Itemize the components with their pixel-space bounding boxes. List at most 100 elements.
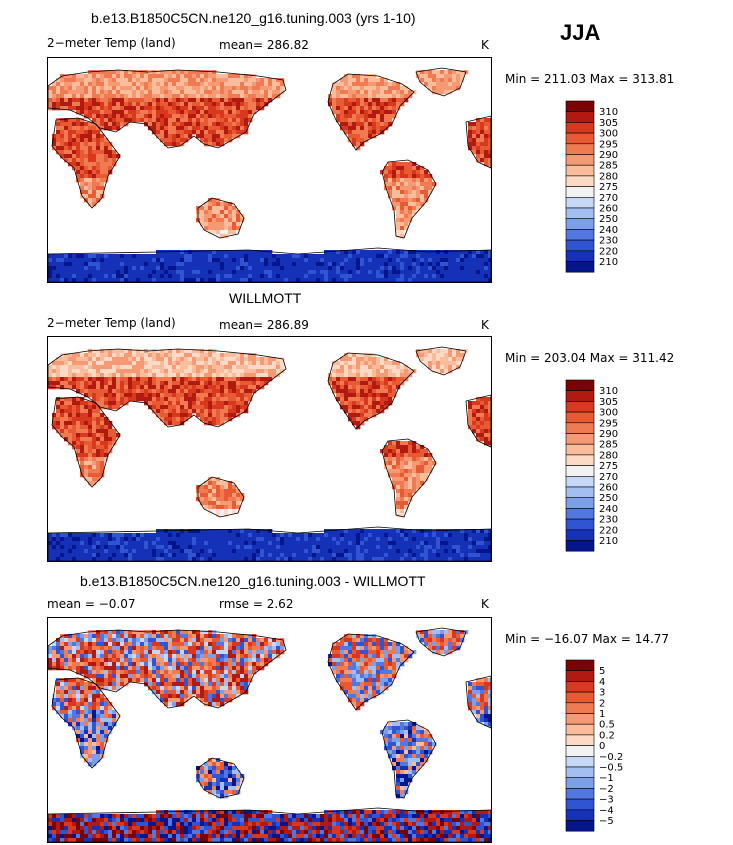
colorbar-swatch <box>565 239 595 252</box>
colorbar-tick-label: 305 <box>599 397 618 408</box>
coastlines <box>48 627 491 842</box>
colorbar-tick-label: 260 <box>599 483 618 494</box>
colorbar-tick-label: −3 <box>599 795 614 806</box>
colorbar-tick-label: 295 <box>599 418 618 429</box>
colorbar-swatch <box>565 197 595 209</box>
colorbar-swatch <box>565 508 595 520</box>
colorbar-swatch <box>565 766 595 778</box>
panel3-title: b.e13.B1850C5CN.ne120_g16.tuning.003 - W… <box>80 573 426 589</box>
colorbar-tick-label: 250 <box>599 214 618 225</box>
colorbar-swatch <box>565 175 595 187</box>
colorbar-swatch <box>565 788 595 800</box>
colorbar-tick-label: 300 <box>599 129 618 140</box>
panel2-units-label: K <box>481 318 489 332</box>
colorbar-tick-label: 310 <box>599 386 618 397</box>
season-label: JJA <box>560 20 601 45</box>
colorbar-swatch <box>565 497 595 509</box>
colorbar-tick-label: 285 <box>599 440 618 451</box>
colorbar-swatch <box>565 540 595 552</box>
panel3-map <box>47 617 492 843</box>
colorbar-tick-label: −2 <box>599 784 614 795</box>
colorbar-tick-label: 210 <box>599 536 618 547</box>
colorbar-swatch <box>565 659 595 671</box>
panel2-variable-label: 2−meter Temp (land) <box>47 316 176 330</box>
colorbar-swatch <box>565 433 595 445</box>
colorbar-swatch <box>565 164 595 177</box>
colorbar-tick-label: 300 <box>599 408 618 419</box>
colorbar-tick-label: 270 <box>599 193 618 204</box>
colorbar-tick-label: −4 <box>599 805 614 816</box>
colorbar-tick-label: −5 <box>599 816 614 827</box>
colorbar-swatch <box>565 529 595 541</box>
colorbar-swatch <box>565 229 595 241</box>
colorbar-tick-label: 230 <box>599 515 618 526</box>
colorbar-tick-label: 260 <box>599 204 618 215</box>
colorbar-swatch <box>565 713 595 725</box>
colorbar-swatch <box>565 379 595 391</box>
panel1-colorbar: 310 305 300 295 290 285 280 275 270 260 250 240 230 2… <box>565 100 636 276</box>
panel2-map <box>47 336 492 562</box>
colorbar-tick-label: 290 <box>599 429 618 440</box>
colorbar-swatch <box>565 486 595 498</box>
panel1-units-label: K <box>481 38 489 52</box>
colorbar-swatch <box>565 250 595 262</box>
colorbar-tick-label: 295 <box>599 139 618 150</box>
coastlines <box>48 67 491 282</box>
colorbar-swatch <box>565 401 595 413</box>
panel1-minmax-label: Min = 211.03 Max = 313.81 <box>505 72 675 86</box>
panel2-colorbar: 310 305 300 295 290 285 280 275 270 260 250 240 230 2… <box>565 379 636 555</box>
colorbar-swatch <box>565 476 595 488</box>
coastlines <box>48 346 491 561</box>
colorbar-tick-label: 250 <box>599 493 618 504</box>
colorbar-swatch <box>565 261 595 273</box>
colorbar-swatch <box>565 454 595 466</box>
colorbar-swatch <box>565 465 595 477</box>
panel3-rmse-label: rmse = 2.62 <box>219 597 294 611</box>
map-field <box>48 349 491 561</box>
panel1-variable-label: 2−meter Temp (land) <box>47 36 176 50</box>
colorbar-tick-label: 285 <box>599 161 618 172</box>
colorbar-tick-label: 275 <box>599 461 618 472</box>
colorbar-swatch <box>565 670 595 682</box>
colorbar-swatch <box>565 186 595 198</box>
map-field <box>48 630 491 842</box>
colorbar-tick-label: 275 <box>599 182 618 193</box>
colorbar-tick-label: 1 <box>599 709 605 720</box>
colorbar-tick-label: 0.2 <box>599 730 615 741</box>
panel2-mean-label: mean= 286.89 <box>219 318 309 332</box>
colorbar-swatch <box>565 122 595 134</box>
panel1-mean-label: mean= 286.82 <box>219 38 309 52</box>
colorbar-swatch <box>565 681 595 693</box>
colorbar-tick-label: 5 <box>599 666 605 677</box>
colorbar-tick-label: −0.2 <box>599 752 623 763</box>
colorbar-tick-label: 2 <box>599 698 605 709</box>
colorbar-swatch <box>565 691 595 704</box>
colorbar-swatch <box>565 443 595 456</box>
panel3-units-label: K <box>481 597 489 611</box>
colorbar-swatch <box>565 723 595 736</box>
colorbar-swatch <box>565 111 595 123</box>
colorbar-tick-label: 280 <box>599 171 618 182</box>
panel1-map <box>47 57 492 283</box>
map-field <box>48 70 491 282</box>
colorbar-swatch <box>565 207 595 219</box>
panel3-colorbar: 5 4 3 2 1 0.5 0.2 0 −0.2 −0.5 −1 −2 −3 −4 −5 <box>565 659 636 835</box>
colorbar-swatch <box>565 518 595 531</box>
colorbar-swatch <box>565 132 595 145</box>
colorbar-tick-label: 220 <box>599 246 618 257</box>
colorbar-swatch <box>565 798 595 811</box>
panel2-title: WILLMOTT <box>229 290 302 306</box>
panel3-mean-label: mean = −0.07 <box>47 597 136 611</box>
colorbar-tick-label: 3 <box>599 688 605 699</box>
colorbar-tick-label: −0.5 <box>599 763 623 774</box>
colorbar-swatch <box>565 820 595 832</box>
colorbar-swatch <box>565 745 595 757</box>
colorbar-swatch <box>565 422 595 434</box>
colorbar-tick-label: 220 <box>599 525 618 536</box>
colorbar-swatch <box>565 143 595 155</box>
colorbar-swatch <box>565 756 595 768</box>
colorbar-tick-label: 240 <box>599 225 618 236</box>
colorbar-tick-label: 0 <box>599 741 605 752</box>
colorbar-tick-label: 305 <box>599 118 618 129</box>
panel3-minmax-label: Min = −16.07 Max = 14.77 <box>505 632 670 646</box>
